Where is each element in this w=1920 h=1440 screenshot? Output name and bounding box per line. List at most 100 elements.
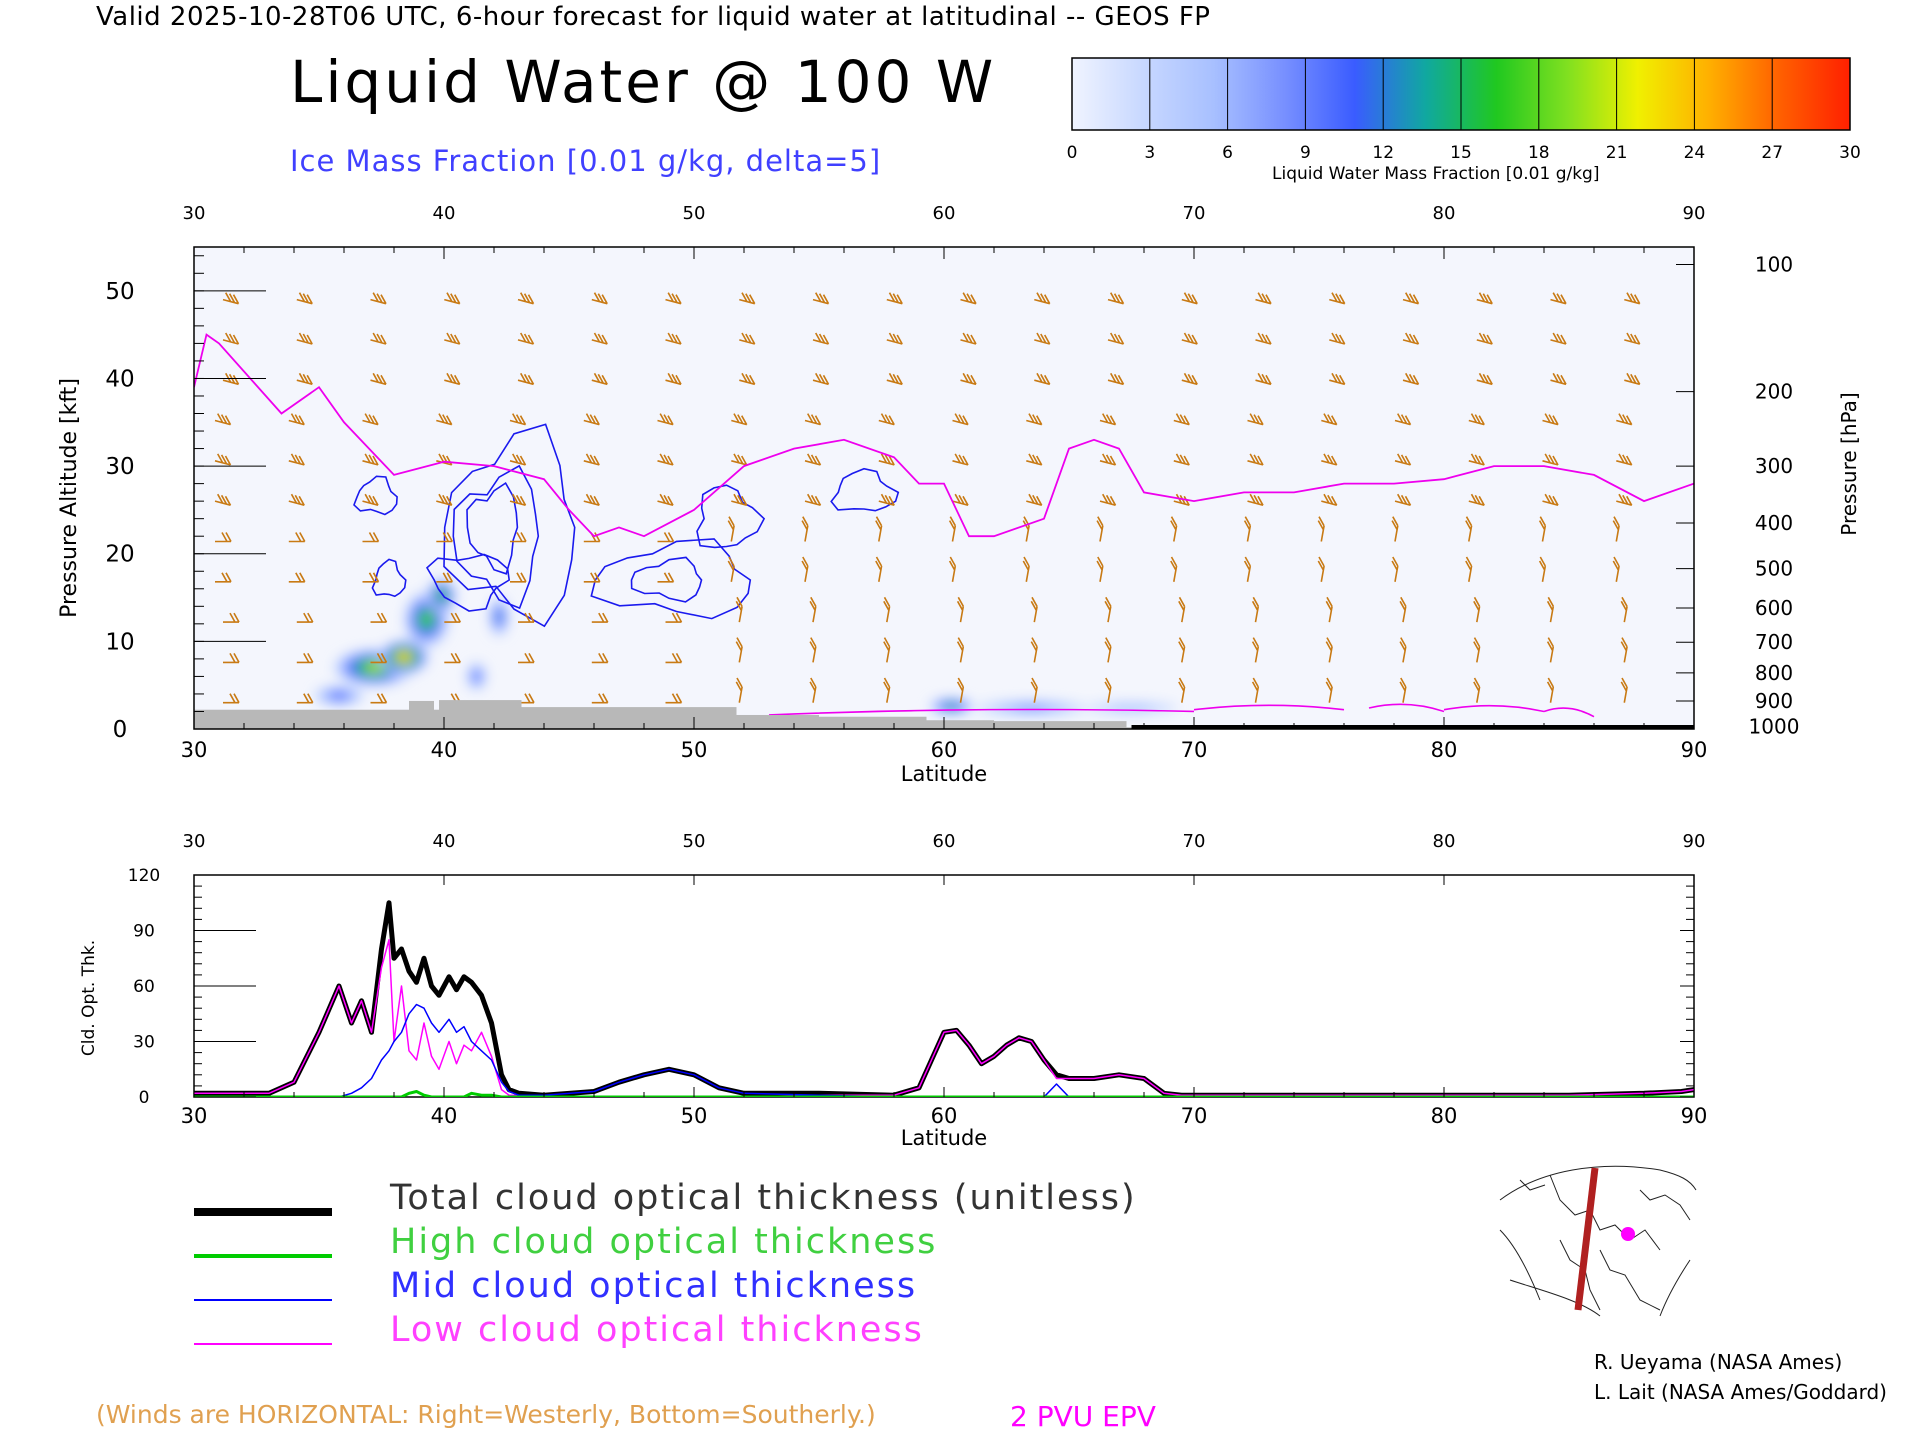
wind-barb [657,532,675,543]
wind-barb [1247,453,1264,466]
wind-barb [517,332,535,345]
wind-barb [1034,372,1051,386]
x-tick-label: 30 [181,738,208,762]
wind-barb [1542,453,1559,466]
wind-barb [886,292,903,305]
wind-barb [370,693,388,704]
wind-barb [591,372,608,386]
wind-barb [444,653,461,664]
wind-barb [444,332,461,345]
valid-time-header: Valid 2025-10-28T06 UTC, 6-hour forecast… [96,2,1211,32]
wind-barb [362,453,379,466]
y-tick-label: 120 [128,866,160,886]
colorbar-tick-label: 24 [1684,143,1706,163]
wind-barb [1538,556,1547,582]
wind-barb [509,453,527,466]
wind-barb [657,413,674,426]
wind-barb [727,556,735,582]
wind-barb [1624,292,1641,305]
wind-barb [1251,596,1260,623]
plot-background [194,247,1694,729]
wind-barb [1542,413,1559,426]
pressure-tick-label: 400 [1755,511,1793,535]
x-top-tick-label: 70 [1183,203,1206,224]
liquid-water-blob [497,612,501,621]
colorbar-tick-label: 9 [1300,143,1311,163]
optical-thickness-panel: 30 30 40 40 50 50 60 60 70 70 80 80 90 90 0 30 60 90 120 La… [79,831,1707,1150]
wind-barb [665,332,682,345]
wind-barb [952,453,969,466]
wind-barb [436,572,453,583]
wind-barb [883,637,891,663]
wind-barb [1096,556,1104,582]
y-tick-label: 60 [133,977,155,997]
wind-barb [1104,677,1112,703]
terrain-segment [819,716,927,729]
wind-barb [735,677,743,703]
wind-barb [517,372,535,386]
wind-barb [1616,453,1633,466]
wind-barb [1399,596,1407,623]
wind-barb [1317,556,1325,582]
credit-line-2: L. Lait (NASA Ames/Goddard) [1594,1380,1887,1404]
y-tick-label: 40 [105,366,134,392]
wind-barbs [214,292,1641,704]
wind-barb [1624,332,1641,345]
y-tick-label: 0 [113,717,128,743]
wind-barb [1473,637,1481,663]
ice-contour [443,423,576,628]
wind-barb [665,612,683,623]
wind-barb [1173,413,1190,426]
wind-barb [1473,596,1481,623]
wind-barb [1247,493,1264,506]
ice-contour [696,484,766,549]
wind-barb [1181,332,1198,345]
wind-barb [735,596,743,623]
wind-barb [960,292,977,305]
wind-barb [1026,453,1043,466]
wind-barb [1538,516,1547,542]
wind-barb [223,693,240,704]
wind-barb [1107,372,1125,386]
colorbar-tick-label: 30 [1839,143,1861,163]
wind-barb [288,413,305,426]
wind-barb [1473,677,1481,703]
wind-barb [1402,372,1420,386]
wind-barb [1030,677,1038,703]
ice-contour [371,558,407,598]
wind-barb [436,532,453,543]
wind-barb [1321,413,1338,426]
wind-barb [1173,453,1190,466]
wind-barb [1546,677,1555,703]
pvu-2-low-line [1543,707,1595,718]
wind-barb [1325,637,1333,663]
wind-barb [1026,413,1043,426]
x-tick-label: 70 [1181,738,1208,762]
wind-barb [1104,596,1112,623]
y-tick-label: 30 [105,454,134,480]
wind-barb [517,292,535,305]
colorbar: 0 3 6 9 12 15 18 21 24 27 30 [1067,57,1861,163]
y-tick-label: 50 [105,279,134,305]
wind-barb [362,493,379,506]
x-tick-label: 70 [1181,1104,1208,1128]
wind-barb [1620,637,1628,663]
wind-barb [362,413,379,426]
wind-barb [223,612,240,623]
y-tick-label: 10 [105,629,134,655]
liquid-water-blob [401,655,407,659]
wind-barb [509,413,527,426]
colorbar-tick-label: 0 [1067,143,1078,163]
terrain-segment [736,714,819,729]
wind-barb [1178,677,1186,703]
wind-barb [296,332,313,345]
wind-barb [657,453,674,466]
wind-barb [731,453,748,466]
legend-label: High cloud optical thickness [390,1222,938,1262]
wind-barb [214,413,232,426]
wind-barb [657,572,675,583]
terrain-segment [926,720,994,729]
colorbar-tick-label: 12 [1372,143,1394,163]
wind-barb [1243,516,1252,542]
wind-barb [886,372,903,386]
